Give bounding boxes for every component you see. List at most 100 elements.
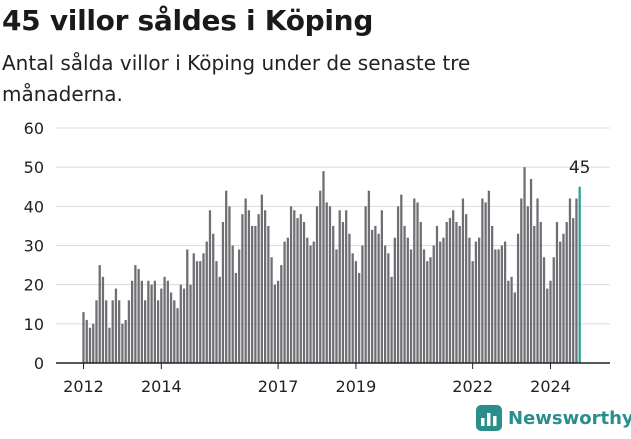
bar	[176, 308, 179, 363]
bar	[481, 198, 484, 363]
bar	[390, 276, 393, 363]
bar	[533, 225, 536, 363]
bar	[439, 241, 442, 363]
bar	[510, 276, 513, 363]
bar	[552, 257, 555, 363]
bar	[393, 237, 396, 363]
newsworthy-brand: Newsworthy	[476, 405, 631, 431]
bar	[516, 233, 520, 363]
bar	[127, 300, 131, 363]
bar	[358, 272, 361, 363]
bar	[137, 269, 140, 363]
bar	[448, 218, 452, 363]
bar	[212, 233, 215, 363]
bar	[150, 284, 153, 363]
bar	[338, 210, 341, 363]
bar	[383, 245, 387, 363]
bar	[276, 280, 280, 363]
bar	[478, 237, 481, 363]
bar	[156, 300, 160, 363]
bar	[270, 257, 273, 363]
bar	[523, 167, 526, 363]
bar	[572, 218, 575, 363]
bar	[169, 292, 173, 363]
bar	[192, 253, 195, 363]
bar-latest	[578, 186, 581, 363]
bar	[413, 198, 416, 363]
bar	[416, 202, 419, 363]
bar	[208, 210, 212, 363]
bar	[114, 288, 118, 363]
bar	[445, 222, 448, 363]
bar	[263, 210, 267, 363]
bar	[302, 222, 306, 363]
bar	[562, 233, 565, 363]
bar	[422, 249, 426, 363]
x-tick-label: 2014	[141, 377, 182, 396]
bar	[461, 198, 465, 363]
bar	[105, 300, 108, 363]
bar	[85, 319, 88, 363]
bar	[108, 327, 111, 363]
bar	[238, 249, 241, 363]
bar	[546, 288, 549, 363]
bar	[283, 241, 286, 363]
bar	[332, 225, 335, 363]
last-value-label: 45	[569, 158, 591, 178]
bar	[494, 249, 497, 363]
bar	[403, 225, 406, 363]
bar	[484, 202, 487, 363]
y-tick-label: 20	[24, 276, 44, 295]
bar	[319, 190, 322, 363]
bar	[166, 280, 169, 363]
bar	[400, 194, 403, 363]
bar	[296, 218, 299, 363]
bar	[186, 249, 189, 363]
bar	[267, 225, 270, 363]
bar	[251, 225, 254, 363]
bar	[325, 202, 328, 363]
y-tick-label: 60	[24, 119, 44, 138]
bar	[244, 198, 247, 363]
bar	[189, 284, 192, 363]
bar	[345, 210, 348, 363]
bar	[351, 253, 354, 363]
bar	[348, 233, 351, 363]
bar	[195, 261, 199, 363]
bar	[121, 323, 124, 363]
bar	[458, 225, 461, 363]
bar	[500, 245, 503, 363]
bar	[254, 225, 257, 363]
y-tick-label: 40	[24, 197, 44, 216]
bar	[173, 300, 176, 363]
bar	[299, 214, 302, 363]
bar	[361, 245, 364, 363]
bar	[520, 198, 523, 363]
bar	[371, 229, 374, 363]
bar	[513, 292, 516, 363]
bar	[565, 222, 568, 363]
bar	[247, 210, 251, 363]
bar	[555, 222, 559, 363]
y-tick-label: 30	[24, 237, 44, 256]
brand-name: Newsworthy	[508, 407, 631, 429]
bar	[380, 210, 383, 363]
bar	[549, 280, 552, 363]
bar	[452, 210, 455, 363]
bar	[341, 222, 345, 363]
bar	[419, 222, 422, 363]
bar	[95, 300, 98, 363]
bar	[377, 233, 380, 363]
bar	[153, 280, 156, 363]
bar	[471, 261, 474, 363]
bar	[111, 300, 114, 363]
bar	[234, 272, 238, 363]
bar	[503, 241, 507, 363]
bar	[468, 237, 471, 363]
bar	[289, 206, 293, 363]
bar	[465, 214, 468, 363]
bar	[88, 327, 92, 363]
bar	[442, 237, 445, 363]
bar	[474, 241, 478, 363]
